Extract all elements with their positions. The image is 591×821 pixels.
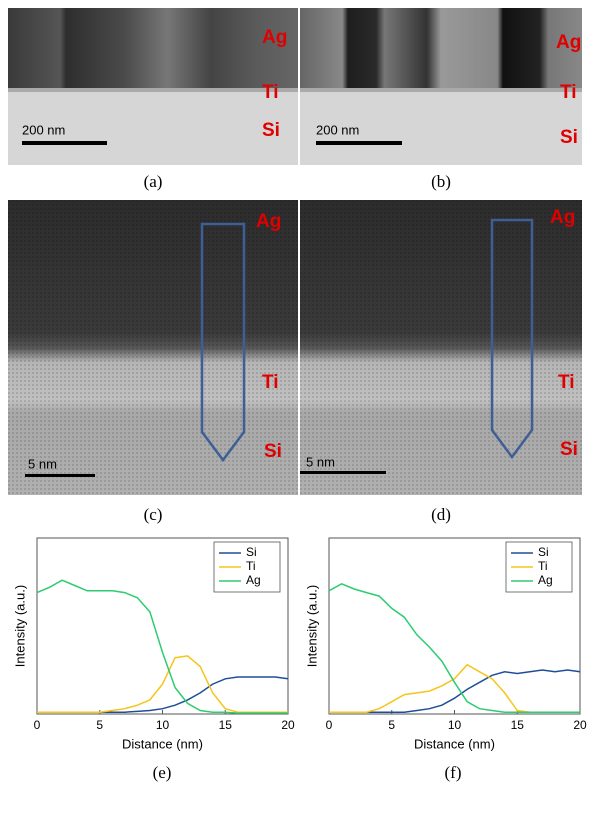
scale-bar — [25, 474, 95, 477]
series-line — [37, 676, 289, 713]
layer-label: Ti — [262, 372, 279, 393]
x-tick-label: 20 — [573, 718, 587, 732]
series-line — [328, 582, 580, 713]
x-tick-label: 15 — [219, 718, 233, 732]
x-tick-label: 0 — [326, 718, 333, 732]
caption: (c) — [144, 505, 163, 524]
x-axis-title: Distance (nm) — [414, 736, 495, 751]
scale-bar-label: 200 nm — [316, 122, 359, 137]
series-line — [329, 663, 580, 713]
layer-label: Ti — [558, 372, 575, 393]
legend-label: Ag — [538, 573, 553, 587]
scale-bar-label: 5 nm — [28, 456, 57, 471]
caption: (b) — [431, 172, 451, 191]
micrograph-ti — [300, 88, 582, 92]
x-tick-label: 10 — [156, 718, 170, 732]
x-tick-label: 0 — [34, 718, 41, 732]
caption: (f) — [445, 763, 462, 782]
x-axis-title: Distance (nm) — [122, 736, 203, 751]
scale-bar — [22, 141, 107, 145]
layer-label: Ag — [262, 27, 287, 48]
caption: (e) — [153, 763, 172, 782]
layer-label: Ag — [556, 32, 581, 53]
x-tick-label: 10 — [448, 718, 462, 732]
scale-bar-label: 200 nm — [22, 122, 65, 137]
layer-label: Ti — [262, 82, 279, 103]
legend-label: Ti — [246, 559, 256, 573]
caption: (a) — [144, 172, 163, 191]
layer-label: Si — [560, 127, 578, 148]
x-tick-label: 15 — [511, 718, 525, 732]
legend-label: Si — [538, 545, 549, 559]
layer-label: Ag — [550, 207, 575, 228]
lattice-texture — [8, 200, 298, 495]
scale-bar — [316, 141, 402, 145]
layer-label: Ti — [560, 82, 577, 103]
series-line — [36, 579, 288, 714]
series-line — [37, 655, 288, 713]
micrograph-si — [300, 92, 582, 165]
x-tick-label: 5 — [388, 718, 395, 732]
lattice-texture — [300, 200, 582, 495]
y-axis-title: Intensity (a.u.) — [304, 585, 319, 667]
scan-region — [490, 218, 534, 460]
micrograph-si — [8, 92, 298, 165]
micrograph-ti — [8, 88, 298, 92]
caption: (d) — [431, 505, 451, 524]
legend-label: Si — [246, 545, 257, 559]
micrograph-ag — [8, 8, 298, 90]
x-tick-label: 20 — [281, 718, 295, 732]
legend-label: Ti — [538, 559, 548, 573]
series-line — [329, 669, 581, 713]
scale-bar-label: 5 nm — [306, 454, 335, 469]
layer-label: Si — [262, 120, 280, 141]
scale-bar — [300, 471, 386, 474]
scan-region — [200, 222, 246, 463]
layer-label: Ag — [256, 211, 281, 232]
layer-label: Si — [560, 439, 578, 460]
layer-label: Si — [264, 441, 282, 462]
x-tick-label: 5 — [96, 718, 103, 732]
y-axis-title: Intensity (a.u.) — [12, 585, 27, 667]
legend-label: Ag — [246, 573, 261, 587]
micrograph-ag — [300, 8, 582, 90]
